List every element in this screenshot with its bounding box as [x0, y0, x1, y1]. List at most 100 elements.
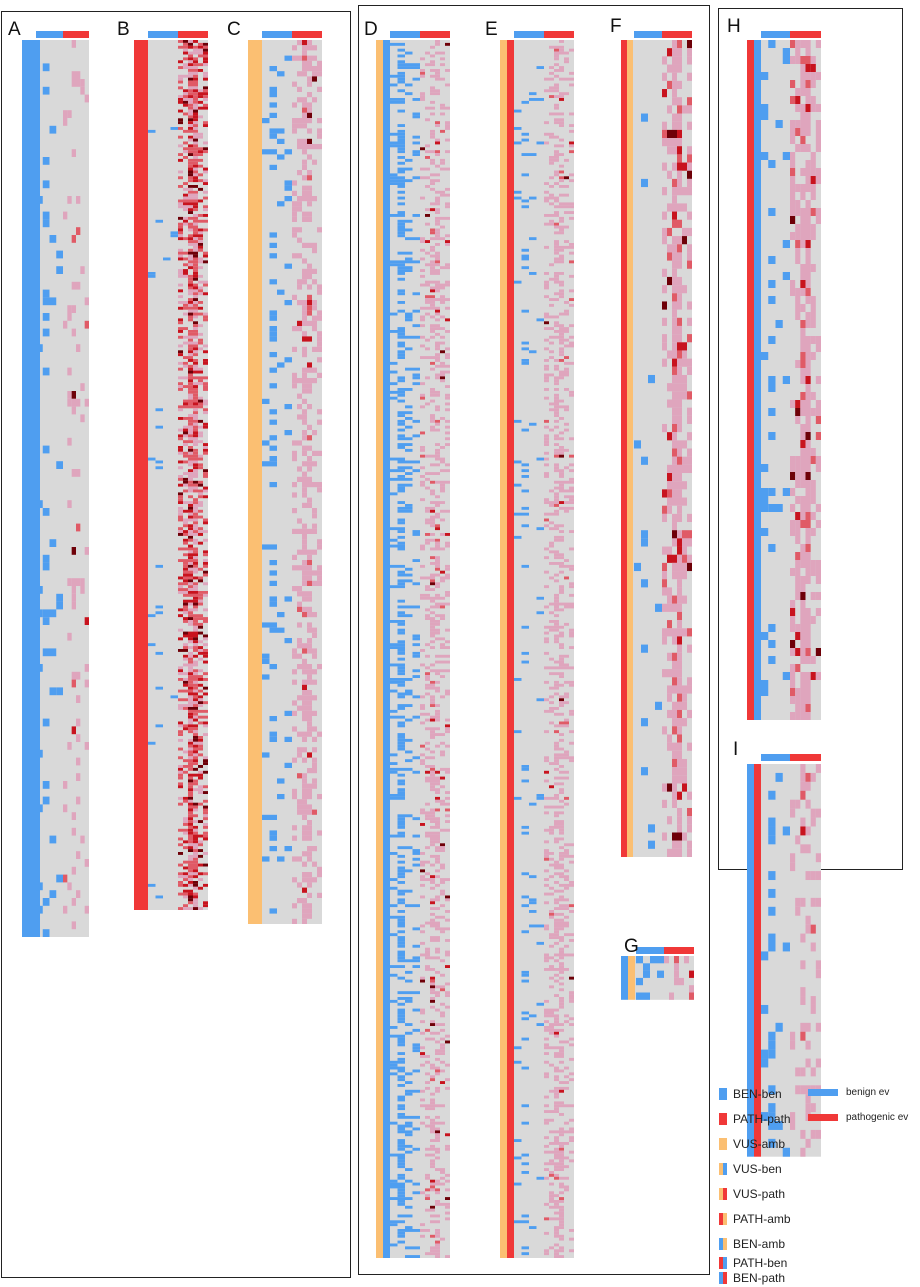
panel-g-cell-pathogenic	[679, 977, 684, 986]
panel-d-cell-pathogenic	[420, 878, 425, 881]
panel-c-cell-pathogenic	[302, 612, 307, 618]
panel-f-cell-pathogenic	[677, 579, 682, 588]
panel-a-cell-pathogenic	[84, 547, 89, 555]
panel-e-cell-benign	[521, 1121, 529, 1125]
panel-d-cell-benign	[397, 820, 405, 823]
panel-e-cell-pathogenic	[544, 283, 549, 287]
panel-c-cell-pathogenic	[302, 461, 307, 467]
panel-a-cell-pathogenic	[63, 874, 68, 883]
panel-c-cell-pathogenic	[307, 705, 312, 711]
panel-b-cell-pathogenic	[193, 834, 198, 838]
panel-d-cell-benign	[405, 1214, 413, 1218]
panel-e-cell-pathogenic	[559, 1069, 564, 1073]
panel-c-cell-pathogenic	[302, 918, 307, 924]
panel-e-cell-pathogenic	[569, 680, 574, 684]
panel-e-cell-pathogenic	[549, 602, 554, 606]
panel-c-cell-pathogenic	[292, 232, 297, 238]
panel-c-cell-pathogenic	[297, 549, 302, 555]
panel-e-cell-pathogenic	[559, 77, 564, 81]
panel-d-cell-benign	[390, 141, 398, 145]
panel-d-cell-benign	[390, 182, 398, 185]
panel-b-cell-pathogenic	[193, 347, 198, 351]
panel-c-cell-benign	[284, 638, 292, 644]
panel-e-cell-pathogenic	[564, 330, 569, 333]
panel-c-cell-pathogenic	[307, 908, 312, 914]
panel-c-cell-benign	[262, 544, 270, 550]
legend-label-benign-ev: benign ev	[846, 1087, 890, 1098]
panel-e-cell-pathogenic	[559, 1142, 564, 1145]
panel-h-cell-benign	[782, 152, 790, 160]
panel-b-cell-pathogenic	[178, 518, 183, 522]
panel-c-cell-benign	[277, 128, 285, 134]
panel-b-cell-pathogenic	[193, 45, 198, 49]
panel-b-cell-pathogenic	[188, 533, 193, 536]
panel-d-cell-pathogenic	[440, 959, 445, 963]
panel-c-cell-pathogenic	[297, 300, 302, 306]
panel-d-cell-pathogenic	[435, 796, 440, 800]
panel-b-cell-pathogenic	[188, 698, 193, 702]
panel-c-cell-pathogenic	[297, 747, 302, 753]
panel-g-cell-pathogenic	[689, 985, 694, 993]
panel-d-cell-pathogenic	[430, 414, 435, 417]
panel-e-cell-pathogenic	[559, 738, 564, 742]
panel-f-cell-pathogenic	[672, 701, 677, 710]
panel-b-cell-pathogenic	[193, 118, 198, 122]
panel-h-cell-pathogenic	[800, 472, 806, 480]
panel-b-cell-pathogenic	[193, 66, 198, 69]
panel-c-cell-pathogenic	[317, 872, 322, 878]
panel-c-cell-pathogenic	[307, 92, 312, 98]
panel-b-cell-pathogenic	[203, 446, 208, 449]
panel-e-cell-pathogenic	[559, 962, 564, 966]
panel-c-cell-pathogenic	[302, 445, 307, 451]
panel-f-cell-pathogenic	[667, 481, 672, 490]
group-frame-middle	[358, 5, 710, 1275]
panel-d-cell-benign	[397, 695, 405, 699]
panel-c-cell-benign	[262, 814, 270, 820]
panel-e-cell-pathogenic	[549, 335, 554, 339]
panel-i-cell-benign	[761, 951, 769, 961]
panel-e-cell-pathogenic	[549, 695, 554, 699]
panel-e-cell-pathogenic	[554, 550, 559, 554]
panel-f-cell-pathogenic	[677, 113, 682, 122]
panel-a-cell-pathogenic	[84, 94, 89, 103]
panel-d-cell-pathogenic	[440, 643, 445, 647]
panel-e-cell-pathogenic	[559, 724, 564, 728]
panel-b-cell-pathogenic	[198, 54, 203, 58]
panel-c-cell-pathogenic	[297, 414, 302, 420]
panel-d-cell-benign	[405, 417, 413, 420]
panel-f-cell-pathogenic	[672, 775, 677, 784]
panel-d-cell-pathogenic	[425, 802, 430, 806]
panel-e-cell-pathogenic	[569, 124, 574, 127]
panel-d-cell-benign	[397, 129, 405, 133]
panel-f-cell-pathogenic	[672, 562, 677, 572]
panel-e-cell-pathogenic	[564, 663, 569, 667]
panel-i-cell-pathogenic	[795, 835, 801, 845]
panel-b-cell-pathogenic	[198, 640, 203, 644]
panel-b-cell-pathogenic	[193, 129, 198, 133]
panel-c-cell-pathogenic	[312, 76, 317, 82]
panel-h-cell-pathogenic	[810, 104, 816, 112]
panel-f-cell-pathogenic	[677, 391, 682, 400]
panel-c-cell-pathogenic	[292, 482, 297, 488]
panel-e-cell-benign	[521, 132, 529, 136]
panel-b-cell-pathogenic	[178, 202, 183, 206]
panel-h-cell-pathogenic	[790, 672, 796, 680]
panel-d-cell-benign	[412, 115, 420, 119]
panel-c-cell-pathogenic	[292, 835, 297, 841]
panel-d-cell-pathogenic	[440, 741, 445, 745]
panel-f-cell-pathogenic	[672, 530, 677, 539]
panel-d-cell-benign	[412, 959, 420, 963]
panel-e-cell-pathogenic	[554, 382, 559, 386]
panel-b-cell-pathogenic	[198, 599, 203, 603]
panel-e-cell-pathogenic	[554, 1142, 559, 1145]
panel-b-cell-pathogenic	[183, 605, 188, 609]
panel-b-cell-pathogenic	[198, 541, 203, 545]
panel-h-header-pathogenic	[790, 31, 821, 38]
panel-b-cell-pathogenic	[203, 214, 208, 217]
panel-e-cell-pathogenic	[549, 89, 554, 93]
panel-a-cell-pathogenic	[76, 671, 81, 680]
panel-a-class-strip-1	[22, 40, 31, 937]
panel-c-cell-pathogenic	[312, 45, 317, 51]
panel-e-cell-pathogenic	[554, 1028, 559, 1032]
panel-c-cell-pathogenic	[307, 622, 312, 628]
